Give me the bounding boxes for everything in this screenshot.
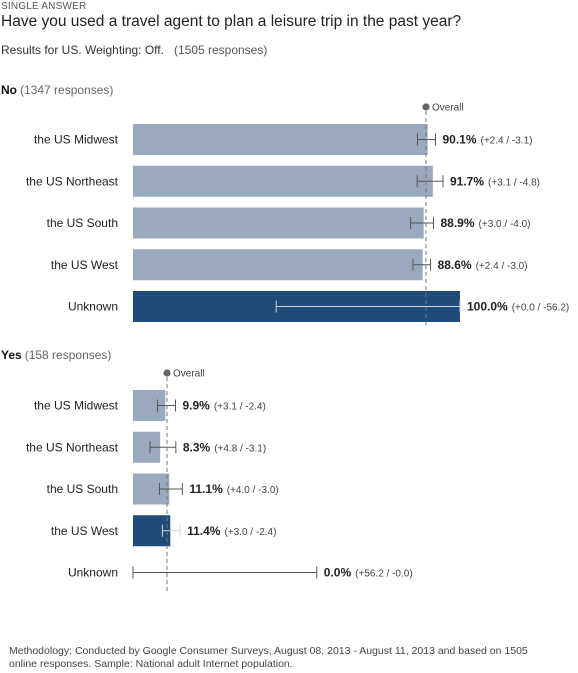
results-for-label: Results for US. Weighting: Off.	[1, 43, 164, 57]
yes-value-label: 9.9%	[183, 399, 211, 413]
no-category-label: Unknown	[68, 300, 118, 314]
methodology-note: Methodology: Conducted by Google Consume…	[9, 645, 528, 670]
total-responses: (1505 responses)	[173, 43, 268, 57]
yes-category-label: the US South	[47, 482, 118, 496]
no-value-label: 90.1%	[442, 133, 476, 147]
no-value-label: 100.0%	[467, 300, 508, 314]
yes-error-label: (+4.8 / -3.1)	[214, 443, 266, 454]
section-yes-heading: Yes (158 responses)	[1, 348, 111, 362]
no-bar	[133, 207, 424, 239]
section-no-label: No	[1, 83, 17, 97]
question-title: Have you used a travel agent to plan a l…	[1, 13, 462, 30]
yes-error-label: (+3.1 / -2.4)	[214, 402, 266, 413]
no-value-label: 88.9%	[441, 216, 475, 230]
yes-overall-marker	[163, 369, 171, 377]
section-no-heading: No (1347 responses)	[1, 83, 113, 97]
no-category-label: the US Northeast	[26, 174, 119, 188]
section-yes-responses: (158 responses)	[24, 348, 112, 362]
yes-category-label: Unknown	[68, 566, 118, 580]
yes-error-label: (+56.2 / -0.0)	[355, 569, 413, 580]
yes-category-label: the US Northeast	[26, 440, 119, 454]
no-bar	[133, 249, 423, 281]
no-category-label: the US South	[47, 216, 118, 230]
section-yes-label: Yes	[1, 348, 22, 362]
no-error-label: (+0.0 / -56.2)	[512, 303, 570, 314]
question-type-tag: SINGLE ANSWER	[1, 1, 87, 12]
no-error-label: (+2.4 / -3.0)	[476, 261, 528, 272]
section-no-responses: (1347 responses)	[20, 83, 114, 97]
no-category-label: the US West	[51, 258, 119, 272]
no-category-label: the US Midwest	[34, 133, 119, 147]
no-overall-marker	[422, 103, 430, 111]
yes-error-label: (+3.0 / -2.4)	[224, 527, 276, 538]
yes-value-label: 8.3%	[183, 440, 211, 454]
no-overall-label: Overall	[432, 103, 464, 114]
no-value-label: 91.7%	[450, 174, 484, 188]
no-error-label: (+3.1 / -4.8)	[488, 177, 540, 188]
no-error-label: (+3.0 / -4.0)	[479, 219, 531, 230]
yes-overall-label: Overall	[173, 369, 205, 380]
results-summary: Results for US. Weighting: Off. (1505 res…	[1, 43, 267, 57]
yes-category-label: the US West	[51, 524, 119, 538]
yes-error-label: (+4.0 / -3.0)	[227, 485, 279, 496]
no-bar	[133, 165, 433, 197]
yes-category-label: the US Midwest	[34, 399, 119, 413]
no-error-label: (+2.4 / -3.1)	[481, 136, 533, 147]
yes-value-label: 11.1%	[189, 482, 223, 496]
no-value-label: 88.6%	[438, 258, 472, 272]
yes-value-label: 11.4%	[187, 524, 221, 538]
yes-value-label: 0.0%	[324, 566, 352, 580]
no-bar	[133, 124, 428, 155]
